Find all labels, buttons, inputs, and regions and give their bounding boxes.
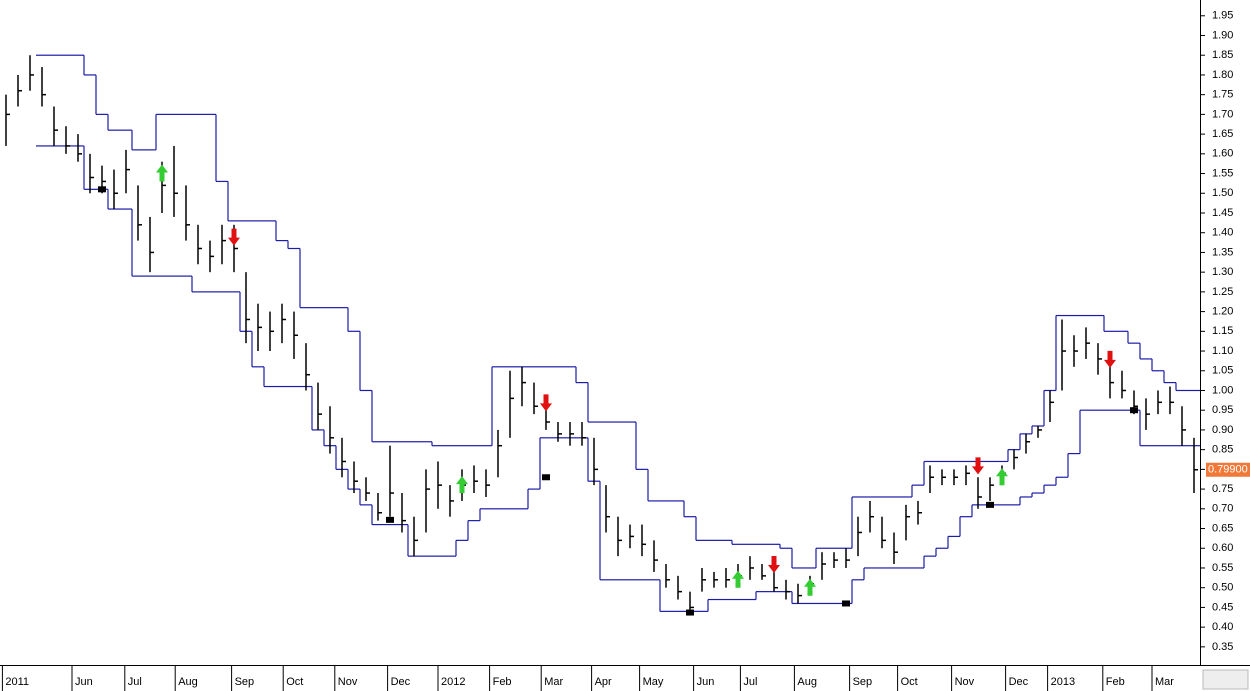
buy-arrow [456, 476, 468, 494]
y-tick-label: 1.50 [1212, 187, 1233, 199]
y-tick-label: 1.90 [1212, 29, 1233, 41]
x-tick-label: Jul [743, 676, 757, 688]
y-tick-label: 1.55 [1212, 167, 1233, 179]
x-tick-label: Aug [178, 676, 198, 688]
x-tick-label: Jun [75, 676, 93, 688]
x-tick-label: Sep [235, 676, 255, 688]
x-tick-label: 2011 [5, 676, 29, 688]
marker [842, 600, 850, 607]
y-tick-label: 0.60 [1212, 542, 1233, 554]
last-price-label: 0.79900 [1208, 464, 1248, 476]
x-tick-label: 2012 [441, 676, 465, 688]
x-tick-label: Dec [1009, 676, 1029, 688]
y-tick-label: 0.70 [1212, 503, 1233, 515]
y-tick-label: 0.40 [1212, 621, 1233, 633]
y-tick-label: 0.90 [1212, 424, 1233, 436]
y-tick-label: 0.65 [1212, 522, 1233, 534]
marker [386, 516, 394, 523]
marker [1130, 407, 1138, 414]
sell-arrow [768, 556, 780, 574]
x-tick-label: Mar [544, 676, 563, 688]
x-tick-label: Nov [955, 676, 975, 688]
y-tick-label: 0.85 [1212, 444, 1233, 456]
corner-box [1202, 669, 1249, 690]
x-tick-label: Sep [853, 676, 873, 688]
y-tick-label: 1.05 [1212, 365, 1233, 377]
x-tick-label: Dec [391, 676, 411, 688]
y-tick-label: 0.50 [1212, 582, 1233, 594]
y-tick-label: 1.35 [1212, 246, 1233, 258]
x-tick-label: 2013 [1051, 676, 1075, 688]
marker [542, 474, 550, 481]
y-tick-label: 0.55 [1212, 562, 1233, 574]
x-tick-label: Oct [901, 676, 918, 688]
sell-arrow [1104, 350, 1116, 368]
y-tick-label: 0.95 [1212, 404, 1233, 416]
x-tick-label: Feb [1106, 676, 1125, 688]
buy-arrow [156, 164, 168, 182]
buy-arrow [732, 570, 744, 588]
last-price-box [1206, 462, 1250, 477]
y-tick-label: 1.80 [1212, 69, 1233, 81]
y-tick-label: 1.70 [1212, 108, 1233, 120]
y-tick-label: 1.15 [1212, 325, 1233, 337]
x-tick-label: Aug [797, 676, 817, 688]
y-tick-label: 1.00 [1212, 384, 1233, 396]
marker [686, 609, 694, 616]
x-tick-label: May [643, 676, 664, 688]
marker [986, 501, 994, 508]
y-tick-label: 1.10 [1212, 345, 1233, 357]
sell-arrow [972, 457, 984, 475]
x-tick-label: Feb [493, 676, 512, 688]
y-tick-label: 1.20 [1212, 306, 1233, 318]
y-tick-label: 1.60 [1212, 148, 1233, 160]
buy-arrow [804, 578, 816, 596]
x-tick-label: Mar [1155, 676, 1174, 688]
y-tick-label: 0.45 [1212, 601, 1233, 613]
y-tick-label: 1.65 [1212, 128, 1233, 140]
x-tick-label: Nov [338, 676, 358, 688]
y-tick-label: 1.45 [1212, 207, 1233, 219]
sell-arrow [228, 228, 240, 246]
x-tick-label: Jun [697, 676, 715, 688]
y-tick-label: 0.35 [1212, 641, 1233, 653]
sell-arrow [540, 394, 552, 412]
marker [98, 186, 106, 193]
y-tick-label: 1.85 [1212, 49, 1233, 61]
y-tick-label: 1.40 [1212, 227, 1233, 239]
x-tick-label: Oct [286, 676, 303, 688]
y-tick-label: 0.75 [1212, 483, 1233, 495]
buy-arrow [996, 468, 1008, 486]
y-tick-label: 1.95 [1212, 10, 1233, 22]
x-tick-label: Apr [595, 676, 612, 688]
x-tick-label: Jul [128, 676, 142, 688]
y-tick-label: 1.75 [1212, 89, 1233, 101]
y-tick-label: 1.30 [1212, 266, 1233, 278]
y-tick-label: 1.25 [1212, 286, 1233, 298]
